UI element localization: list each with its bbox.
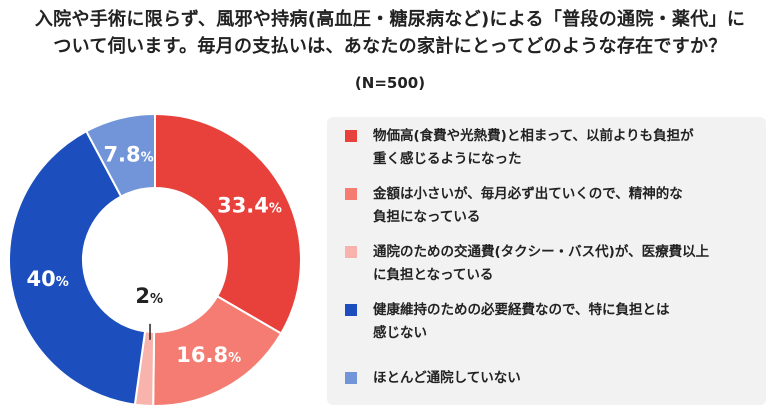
data-label-2: 16.8% [176, 343, 241, 367]
legend-label-1-line-2: 重く感じるようになった [373, 151, 522, 167]
data-label-5: 7.8% [103, 142, 153, 166]
legend-label-2-line-2: 負担になっている [373, 209, 481, 225]
data-label-4: 40% [27, 267, 69, 291]
title-line-1: 入院や手術に限らず、風邪や持病(高血圧・糖尿病など)による「普段の通院・薬代」に [34, 9, 746, 30]
legend-swatch-3 [345, 246, 357, 258]
legend-label-2-line-1: 金額は小さいが、毎月必ず出ていくので、精神的な [373, 186, 683, 202]
sample-size: (N=500) [354, 74, 426, 92]
data-label-3: 2% [135, 284, 163, 308]
legend-label-1-line-1: 物価高(食費や光熱費)と相まって、以前よりも負担が [373, 128, 694, 144]
donut-slice-4 [8, 129, 147, 406]
legend-swatch-1 [345, 130, 357, 142]
legend: 物価高(食費や光熱費)と相まって、以前よりも負担が 重く感じるようになった 金額… [327, 117, 766, 405]
legend-swatch-5 [345, 372, 357, 384]
legend-label-4-line-2: 感じない [373, 325, 427, 341]
legend-swatch-2 [345, 188, 357, 200]
donut-chart: 33.4% 16.8% 2% 40% 7.8% [8, 112, 302, 408]
donut-slice-5 [84, 112, 156, 198]
chart-title: 入院や手術に限らず、風邪や持病(高血圧・糖尿病など)による「普段の通院・薬代」に… [0, 6, 780, 60]
donut-slice-1 [154, 112, 302, 335]
donut-slice-2 [152, 294, 283, 407]
legend-label-3-line-2: に負担となっている [373, 267, 494, 283]
title-line-2: ついて伺います。毎月の支払いは、あなたの家計にとってどのような存在ですか？ [53, 36, 727, 57]
legend-label-5-line-1: ほとんど通院していない [373, 370, 521, 386]
legend-label-3-line-1: 通院のための交通費(タクシー・バス代)が、医療費以上 [373, 244, 710, 260]
legend-label-4-line-1: 健康維持のための必要経費なので、特に負担とは [373, 302, 670, 318]
legend-swatch-4 [345, 304, 357, 316]
data-label-1: 33.4% [217, 194, 282, 218]
